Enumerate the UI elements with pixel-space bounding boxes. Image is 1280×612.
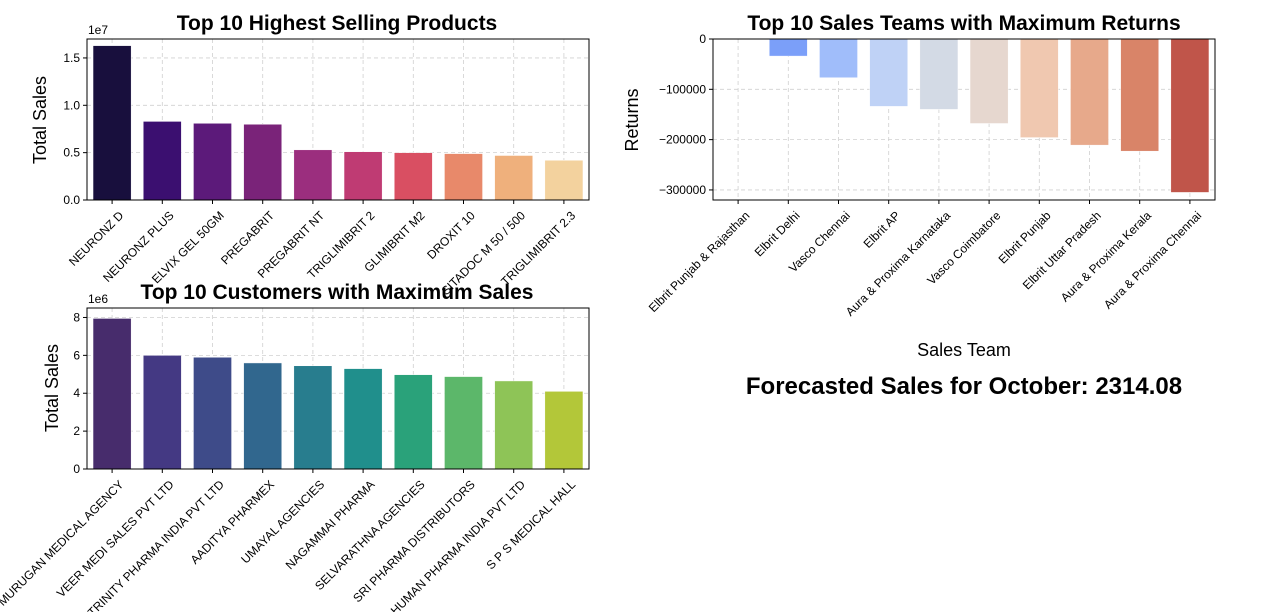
plot-frame bbox=[86, 38, 590, 201]
x-tick-label: S P S MEDICAL HALL bbox=[483, 477, 578, 572]
teams-x-axis-label: Sales Team bbox=[917, 340, 1011, 360]
products-chart-title: Top 10 Highest Selling Products bbox=[177, 12, 498, 35]
bar bbox=[393, 374, 433, 470]
x-tick-label: Aura & Proxima Kerala bbox=[1058, 208, 1154, 304]
bar bbox=[92, 318, 132, 470]
x-tick-label: UMAYAL AGENCIES bbox=[238, 477, 327, 566]
bar bbox=[1070, 38, 1109, 146]
forecast-text: Forecasted Sales for October: 2314.08 bbox=[746, 373, 1182, 400]
y-tick-label: 1.0 bbox=[63, 98, 80, 112]
x-tick-label: Aura & Proxima Chennai bbox=[1101, 208, 1204, 311]
teams-y-axis-label: Returns bbox=[622, 88, 642, 151]
bar bbox=[293, 365, 333, 470]
x-tick-label: Aura & Proxima Karnataka bbox=[843, 208, 954, 319]
x-tick-label: AADITYA PHARMEX bbox=[188, 477, 277, 566]
bar bbox=[969, 38, 1009, 124]
y-tick-label: 0.5 bbox=[63, 146, 80, 160]
y-tick-label: 2 bbox=[73, 424, 80, 438]
bar bbox=[243, 123, 283, 201]
bar bbox=[1120, 38, 1160, 152]
bar bbox=[243, 362, 283, 470]
bar bbox=[193, 123, 232, 201]
x-tick-label: NAGAMMAI PHARMA bbox=[283, 477, 378, 572]
bar bbox=[768, 38, 808, 57]
y-tick-label: 1.5 bbox=[63, 51, 80, 65]
bar bbox=[1170, 38, 1210, 193]
bar bbox=[544, 159, 584, 201]
bar bbox=[444, 153, 483, 201]
y-tick-label: 6 bbox=[73, 348, 80, 362]
plot-frame bbox=[86, 307, 590, 470]
y-tick-label: 0.0 bbox=[63, 193, 80, 207]
bar bbox=[343, 151, 383, 201]
bar bbox=[142, 355, 182, 470]
bar bbox=[444, 376, 483, 470]
bar bbox=[293, 149, 333, 201]
customers-chart-title: Top 10 Customers with Maximum Sales bbox=[141, 281, 534, 304]
y-tick-label: −300000 bbox=[659, 183, 706, 197]
bar bbox=[819, 38, 858, 78]
bar bbox=[142, 121, 182, 201]
y-tick-label: −200000 bbox=[659, 133, 706, 147]
y-tick-label: 4 bbox=[73, 386, 80, 400]
bar bbox=[544, 391, 584, 470]
y-tick-label: 8 bbox=[73, 310, 80, 324]
bar bbox=[1019, 38, 1059, 138]
products-chart: Top 10 Highest Selling Products Total Sa… bbox=[30, 12, 590, 298]
y-tick-label: 0 bbox=[73, 462, 80, 476]
x-tick-label: Elbrit AP bbox=[861, 208, 903, 250]
plot-frame bbox=[712, 38, 1216, 201]
x-tick-label: DROXIT 10 bbox=[424, 208, 478, 262]
bar bbox=[393, 152, 433, 201]
customers-y-axis-label: Total Sales bbox=[42, 344, 62, 432]
bar bbox=[919, 38, 959, 110]
bar bbox=[193, 356, 232, 470]
customers-chart: Top 10 Customers with Maximum Sales Tota… bbox=[0, 281, 590, 612]
teams-chart: Top 10 Sales Teams with Maximum Returns … bbox=[622, 12, 1216, 360]
teams-chart-title: Top 10 Sales Teams with Maximum Returns bbox=[747, 12, 1180, 35]
customers-y-exponent: 1e6 bbox=[88, 292, 108, 306]
x-tick-label: Elbrit Delhi bbox=[752, 208, 803, 259]
bar bbox=[494, 380, 534, 470]
y-tick-label: −100000 bbox=[659, 82, 706, 96]
bar bbox=[92, 45, 132, 201]
products-y-axis-label: Total Sales bbox=[30, 76, 50, 164]
x-tick-label: Elbrit Punjab & Rajasthan bbox=[646, 208, 753, 315]
y-tick-label: 0 bbox=[699, 32, 706, 46]
bar bbox=[869, 38, 909, 107]
bar bbox=[343, 368, 383, 470]
products-y-exponent: 1e7 bbox=[88, 23, 108, 37]
bar bbox=[494, 155, 534, 201]
